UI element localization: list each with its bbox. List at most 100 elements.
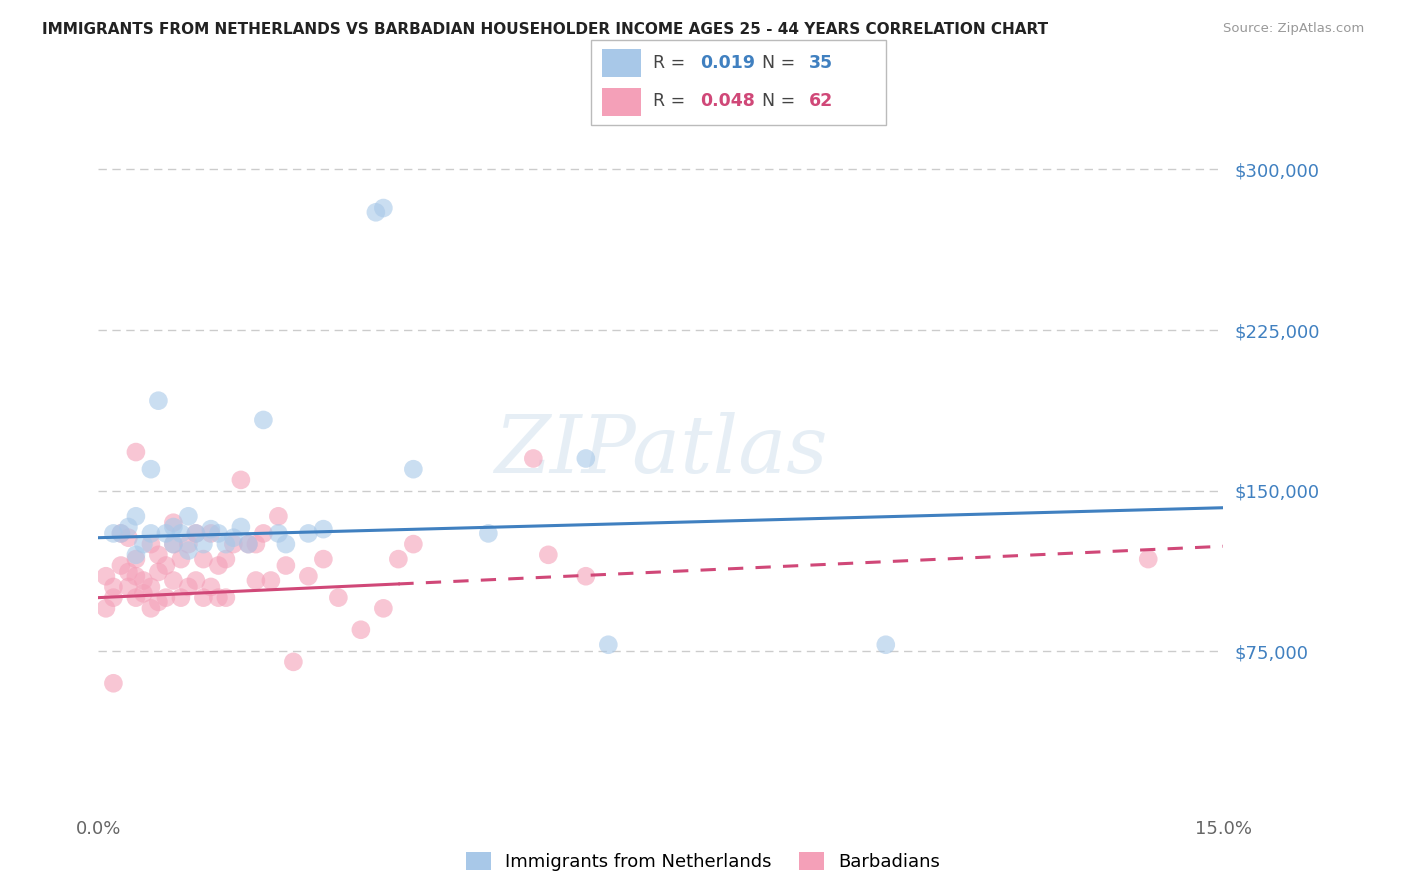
Point	[184, 526, 207, 541]
Point	[252, 413, 274, 427]
Point	[477, 526, 499, 541]
Text: 35: 35	[808, 54, 834, 72]
Point	[177, 537, 200, 551]
Point	[207, 526, 229, 541]
FancyBboxPatch shape	[591, 40, 886, 125]
Point	[200, 580, 222, 594]
Point	[125, 509, 148, 524]
Point	[148, 393, 170, 408]
Point	[148, 548, 170, 562]
Point	[387, 552, 409, 566]
Point	[215, 537, 238, 551]
Point	[267, 526, 290, 541]
Point	[117, 531, 139, 545]
Point	[139, 601, 162, 615]
Text: R =: R =	[652, 92, 690, 110]
Point	[252, 526, 274, 541]
Text: IMMIGRANTS FROM NETHERLANDS VS BARBADIAN HOUSEHOLDER INCOME AGES 25 - 44 YEARS C: IMMIGRANTS FROM NETHERLANDS VS BARBADIAN…	[42, 22, 1049, 37]
Point	[110, 526, 132, 541]
Point	[170, 591, 193, 605]
Point	[245, 537, 267, 551]
Point	[350, 623, 373, 637]
Point	[184, 574, 207, 588]
Point	[402, 537, 425, 551]
Point	[139, 580, 162, 594]
Point	[200, 522, 222, 536]
Point	[132, 574, 155, 588]
Point	[215, 552, 238, 566]
Point	[170, 526, 193, 541]
Point	[267, 509, 290, 524]
Point	[177, 509, 200, 524]
Point	[215, 591, 238, 605]
Point	[94, 601, 117, 615]
Point	[1137, 552, 1160, 566]
Text: 0.019: 0.019	[700, 54, 755, 72]
Point	[537, 548, 560, 562]
Point	[328, 591, 350, 605]
Point	[117, 580, 139, 594]
Point	[117, 565, 139, 579]
Point	[238, 537, 260, 551]
Point	[103, 591, 125, 605]
Point	[222, 537, 245, 551]
Point	[193, 552, 215, 566]
Point	[283, 655, 305, 669]
Text: N =: N =	[762, 92, 800, 110]
Point	[139, 537, 162, 551]
Point	[117, 520, 139, 534]
Point	[193, 537, 215, 551]
Point	[125, 552, 148, 566]
Point	[132, 537, 155, 551]
Point	[155, 558, 177, 573]
Point	[155, 591, 177, 605]
Bar	[602, 87, 641, 116]
Point	[207, 591, 229, 605]
Point	[184, 526, 207, 541]
Point	[177, 543, 200, 558]
Point	[132, 586, 155, 600]
Point	[229, 473, 252, 487]
Text: N =: N =	[762, 54, 800, 72]
Point	[162, 537, 184, 551]
Point	[402, 462, 425, 476]
Point	[155, 526, 177, 541]
Point	[139, 526, 162, 541]
Text: 62: 62	[808, 92, 834, 110]
Point	[373, 601, 395, 615]
Text: R =: R =	[652, 54, 690, 72]
Point	[162, 516, 184, 530]
Point	[207, 558, 229, 573]
Point	[522, 451, 544, 466]
Point	[148, 565, 170, 579]
Text: 0.048: 0.048	[700, 92, 755, 110]
Point	[297, 569, 319, 583]
Point	[274, 537, 297, 551]
Bar	[602, 49, 641, 78]
Point	[193, 591, 215, 605]
Point	[162, 537, 184, 551]
Point	[103, 526, 125, 541]
Point	[575, 569, 598, 583]
Point	[103, 676, 125, 690]
Legend: Immigrants from Netherlands, Barbadians: Immigrants from Netherlands, Barbadians	[458, 845, 948, 879]
Point	[125, 445, 148, 459]
Point	[170, 552, 193, 566]
Point	[200, 526, 222, 541]
Point	[312, 552, 335, 566]
Point	[148, 595, 170, 609]
Text: Source: ZipAtlas.com: Source: ZipAtlas.com	[1223, 22, 1364, 36]
Point	[177, 580, 200, 594]
Point	[222, 531, 245, 545]
Point	[125, 548, 148, 562]
Point	[162, 574, 184, 588]
Point	[238, 537, 260, 551]
Point	[875, 638, 897, 652]
Point	[94, 569, 117, 583]
Point	[260, 574, 283, 588]
Point	[274, 558, 297, 573]
Point	[110, 526, 132, 541]
Point	[297, 526, 319, 541]
Point	[162, 520, 184, 534]
Point	[245, 574, 267, 588]
